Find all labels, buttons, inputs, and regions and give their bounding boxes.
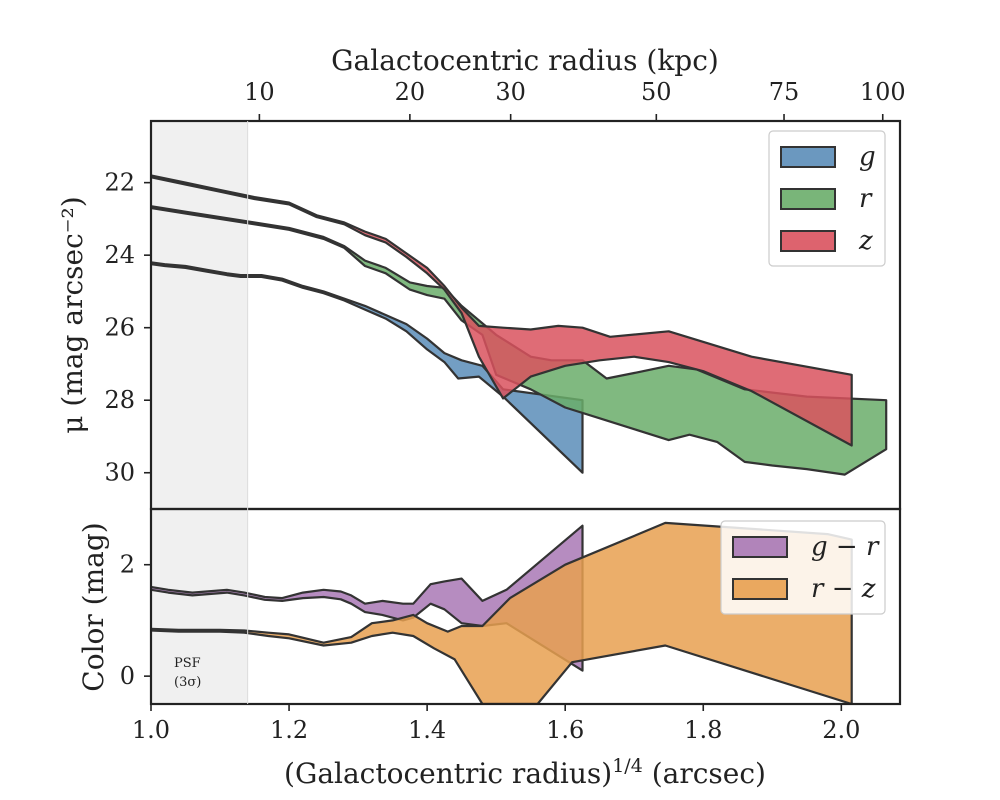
legend-surface-brightness: grz xyxy=(768,130,886,267)
x-tick-label: 1.4 xyxy=(408,716,446,744)
legend-color: g − r r − z xyxy=(720,520,886,615)
top-panel-y-axis-title: μ (mag arcsec⁻²) xyxy=(56,196,89,433)
psf-label: PSF xyxy=(174,656,201,671)
legend-label-r-z: r − z xyxy=(811,574,876,604)
x-axis-title-units: (arcsec) xyxy=(652,757,766,790)
y-tick-label: 26 xyxy=(104,314,135,342)
legend-swatch-z xyxy=(780,230,836,252)
top-x-tick-label: 75 xyxy=(769,78,800,106)
bottom-panel-y-axis-title: Color (mag) xyxy=(77,522,110,691)
axis-ticks: 1.0 1.2 1.4 1.6 1.8 2.010 20 30 50 75 100222426283… xyxy=(104,78,905,744)
bottom-panel-frame xyxy=(149,507,902,706)
x-tick-label: 1.6 xyxy=(546,716,584,744)
x-axis-title-exponent: 1/4 xyxy=(612,755,643,777)
color-y-tick-label: 2 xyxy=(120,551,135,579)
band-z xyxy=(151,174,853,447)
x-axis-title: (Galactocentric radius)1/4 (arcsec) xyxy=(284,755,766,790)
color-y-tick-label: 0 xyxy=(120,662,135,690)
top-x-tick-label: 20 xyxy=(395,78,426,106)
legend-swatch-g xyxy=(780,146,836,168)
legend-label-g-r: g − r xyxy=(811,532,880,562)
psf-sigma-label: (3σ) xyxy=(174,675,201,690)
x-tick-label: 2.0 xyxy=(822,716,860,744)
top-x-tick-label: 100 xyxy=(860,78,906,106)
top-x-tick-label: 50 xyxy=(641,78,672,106)
legend-label-z: z xyxy=(858,226,873,256)
band-g xyxy=(151,261,584,474)
y-tick-label: 28 xyxy=(104,386,135,414)
y-tick-label: 24 xyxy=(104,241,135,269)
band-g-r xyxy=(151,524,584,672)
top-axis-title: Galactocentric radius (kpc) xyxy=(331,44,719,77)
legend-label-r: r xyxy=(859,184,873,214)
x-tick-label: 1.2 xyxy=(270,716,308,744)
x-axis-title-unit xyxy=(643,757,652,790)
top-x-tick-label: 10 xyxy=(244,78,275,106)
surface-brightness-bands xyxy=(151,174,888,476)
x-axis-title-base: (Galactocentric radius) xyxy=(284,757,612,790)
legend-swatch-r xyxy=(780,188,836,210)
legend-swatch-g-r xyxy=(732,536,788,558)
x-tick-label: 1.0 xyxy=(132,716,170,744)
band-r xyxy=(151,205,888,476)
legend-swatch-r-z xyxy=(732,578,788,600)
y-tick-label: 22 xyxy=(104,169,135,197)
x-tick-label: 1.8 xyxy=(684,716,722,744)
legend-label-g: g xyxy=(859,142,876,172)
y-tick-label: 30 xyxy=(104,459,135,487)
top-x-tick-label: 30 xyxy=(495,78,526,106)
